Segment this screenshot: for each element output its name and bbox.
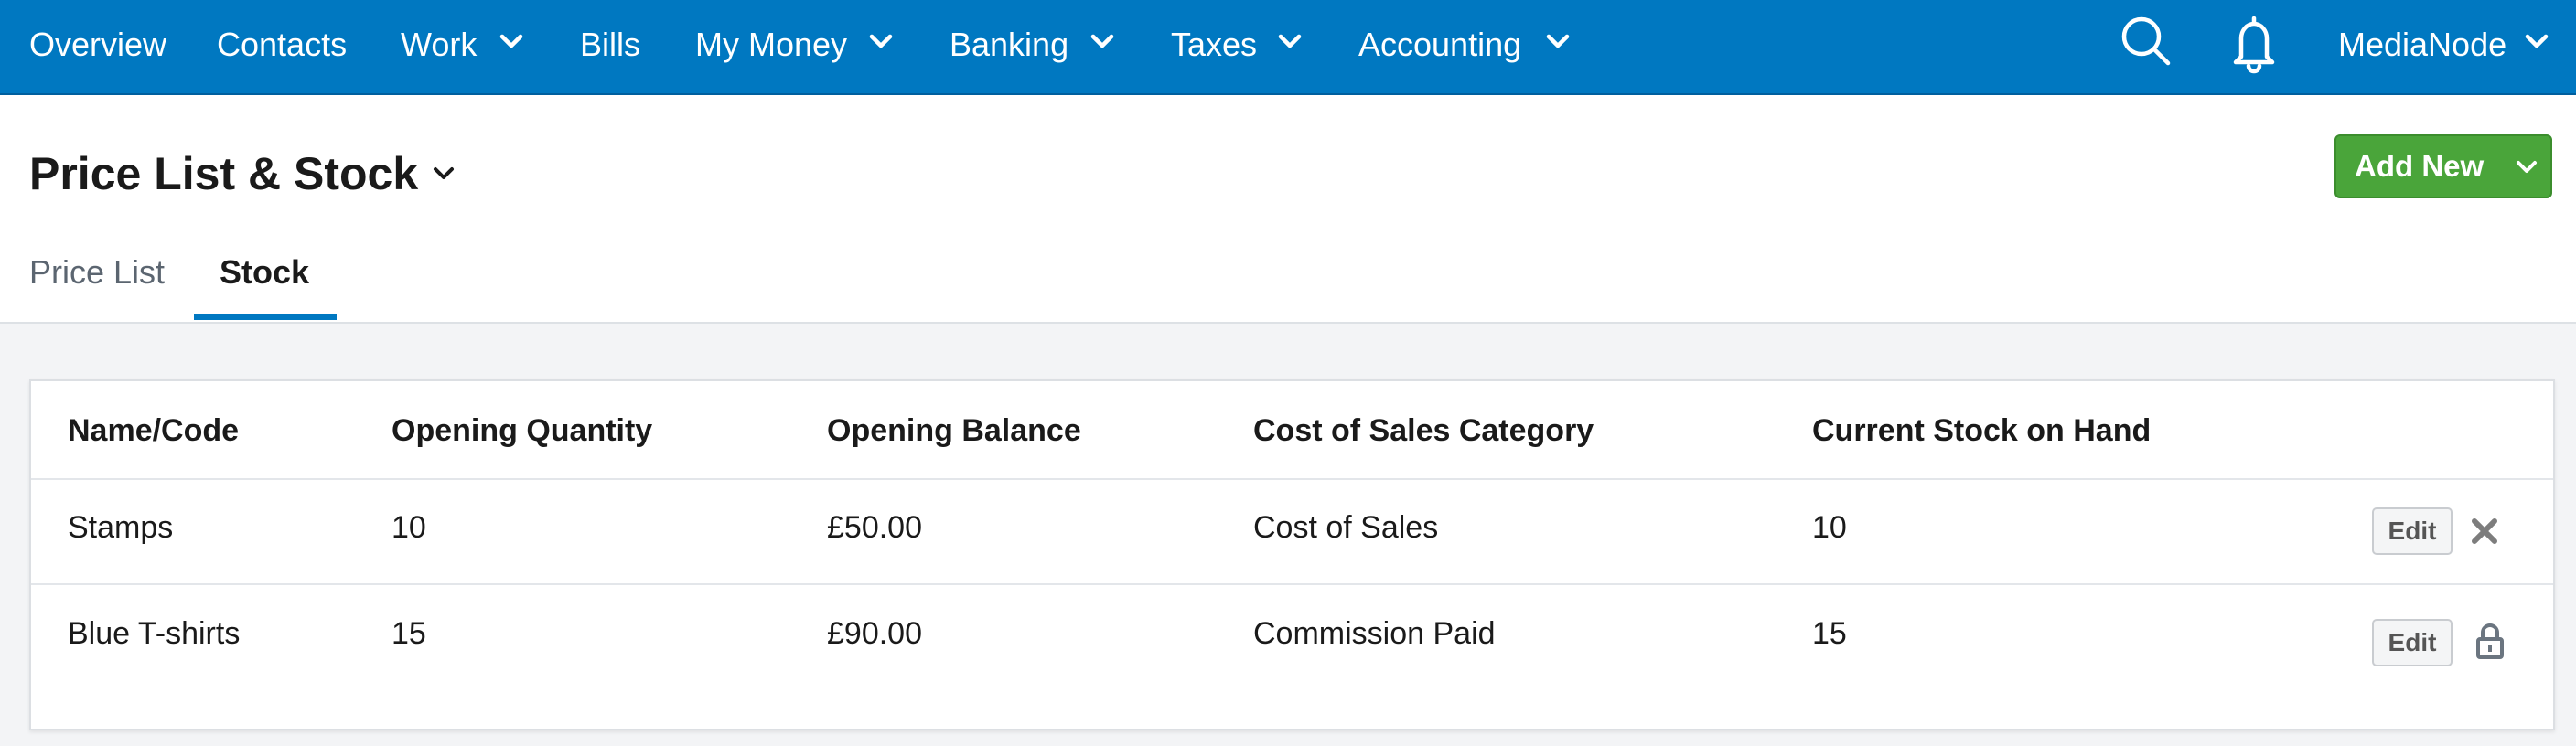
page-header: Price List & Stock Add New Price List St…	[0, 95, 2576, 324]
cell: £50.00	[827, 510, 922, 545]
user-menu[interactable]: MediaNode	[2338, 26, 2507, 63]
chevron	[2525, 34, 2549, 48]
chevron	[499, 34, 523, 48]
cell: 15	[1812, 616, 1847, 651]
nav-item[interactable]: Banking	[950, 26, 1069, 63]
column-header: Cost of Sales Category	[1253, 413, 1594, 448]
title-chevron	[434, 167, 454, 179]
tab-active[interactable]: Stock	[220, 253, 310, 291]
button-label: Add New	[2355, 149, 2485, 183]
cell: Stamps	[68, 510, 174, 545]
chevron	[1546, 34, 1570, 48]
cell: 10	[392, 510, 426, 545]
add-new-button[interactable]: Add New	[2334, 134, 2552, 198]
cell: 10	[1812, 510, 1847, 545]
delete-icon[interactable]	[2470, 517, 2499, 546]
nav-item[interactable]: Bills	[580, 26, 641, 63]
column-header: Name/Code	[68, 413, 240, 448]
column-header: Current Stock on Hand	[1812, 413, 2152, 448]
cell: Commission Paid	[1253, 616, 1496, 651]
button-chevron	[2517, 161, 2537, 173]
cell: 15	[392, 616, 426, 651]
cell: £90.00	[827, 616, 922, 651]
column-header: Opening Quantity	[392, 413, 653, 448]
page-title[interactable]: Price List & Stock	[29, 148, 419, 199]
nav-item[interactable]: Taxes	[1171, 26, 1258, 63]
nav-icons	[499, 16, 2549, 74]
nav-item[interactable]: Contacts	[217, 26, 348, 63]
nav-item[interactable]: Overview	[29, 26, 167, 63]
row-divider	[31, 478, 2553, 480]
stock-table: Name/Code Opening Quantity Opening Balan…	[29, 379, 2555, 730]
cell: Cost of Sales	[1253, 510, 1439, 545]
nav-item[interactable]: Work	[401, 26, 478, 63]
lock-icon	[2476, 623, 2504, 659]
tab[interactable]: Price List	[29, 253, 166, 291]
top-nav: Overview Contacts Work Bills My Money Ba…	[0, 0, 2576, 95]
nav-item[interactable]: Accounting	[1358, 26, 1522, 63]
search-icon[interactable]	[2121, 16, 2171, 66]
tab-underline	[194, 314, 337, 320]
chevron	[1278, 34, 1302, 48]
bell-icon[interactable]	[2233, 16, 2275, 74]
chevron	[869, 34, 893, 48]
column-header: Opening Balance	[827, 413, 1081, 448]
chevron	[1090, 34, 1114, 48]
nav-item[interactable]: My Money	[695, 26, 848, 63]
cell: Blue T-shirts	[68, 616, 241, 651]
edit-button[interactable]: Edit	[2372, 507, 2453, 555]
edit-button[interactable]: Edit	[2372, 619, 2453, 666]
row-divider	[31, 583, 2553, 585]
